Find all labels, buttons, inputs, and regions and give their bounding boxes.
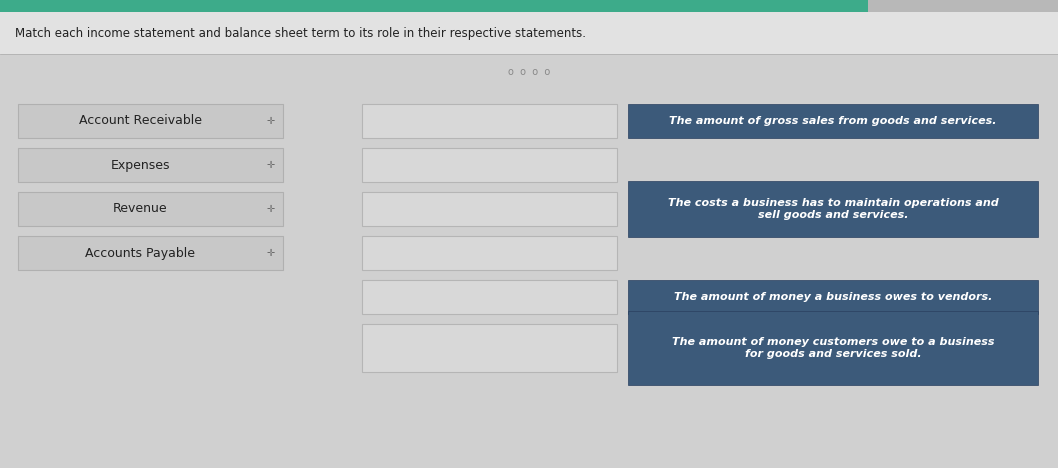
Text: Match each income statement and balance sheet term to its role in their respecti: Match each income statement and balance … xyxy=(15,27,586,39)
FancyBboxPatch shape xyxy=(0,12,1058,54)
Text: The amount of money a business owes to vendors.: The amount of money a business owes to v… xyxy=(674,292,992,302)
Text: o  o  o  o: o o o o xyxy=(508,67,550,77)
Text: ✛: ✛ xyxy=(267,248,275,258)
Text: Account Receivable: Account Receivable xyxy=(79,115,202,127)
Text: ✛: ✛ xyxy=(267,116,275,126)
FancyBboxPatch shape xyxy=(0,0,868,12)
FancyBboxPatch shape xyxy=(18,104,282,138)
FancyBboxPatch shape xyxy=(18,236,282,270)
Text: Accounts Payable: Accounts Payable xyxy=(86,247,196,259)
FancyBboxPatch shape xyxy=(628,311,1038,386)
FancyBboxPatch shape xyxy=(362,236,617,270)
FancyBboxPatch shape xyxy=(362,148,617,182)
Text: The costs a business has to maintain operations and
sell goods and services.: The costs a business has to maintain ope… xyxy=(668,198,999,220)
FancyBboxPatch shape xyxy=(628,280,1038,314)
FancyBboxPatch shape xyxy=(362,280,617,314)
Text: Revenue: Revenue xyxy=(113,203,168,215)
FancyBboxPatch shape xyxy=(362,324,617,372)
FancyBboxPatch shape xyxy=(628,181,1038,237)
Text: The amount of gross sales from goods and services.: The amount of gross sales from goods and… xyxy=(670,116,997,126)
FancyBboxPatch shape xyxy=(0,54,1058,468)
Text: ✛: ✛ xyxy=(267,160,275,170)
FancyBboxPatch shape xyxy=(18,192,282,226)
FancyBboxPatch shape xyxy=(362,104,617,138)
FancyBboxPatch shape xyxy=(18,148,282,182)
Text: The amount of money customers owe to a business
for goods and services sold.: The amount of money customers owe to a b… xyxy=(672,337,995,359)
FancyBboxPatch shape xyxy=(362,192,617,226)
FancyBboxPatch shape xyxy=(628,104,1038,138)
Text: ✛: ✛ xyxy=(267,204,275,214)
Text: Expenses: Expenses xyxy=(111,159,170,171)
